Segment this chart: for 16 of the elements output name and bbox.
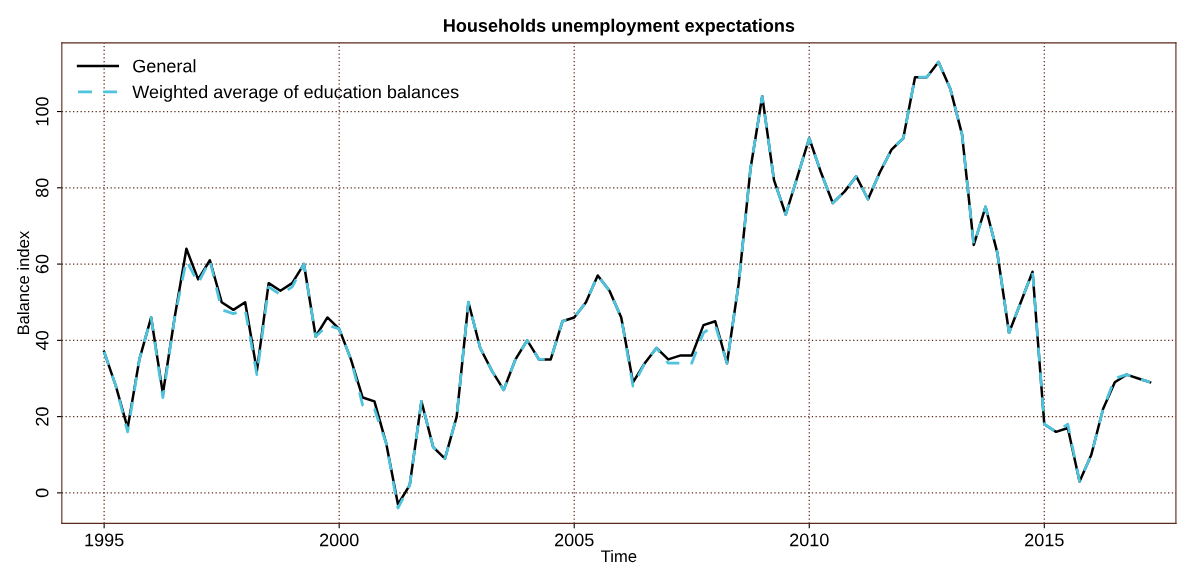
y-tick-label: 80 — [35, 178, 49, 198]
y-tick-label: 40 — [35, 331, 49, 350]
x-tick-label: 2005 — [555, 533, 594, 547]
y-tick-label: 100 — [35, 97, 49, 126]
x-tick-label: 2015 — [1025, 533, 1064, 547]
y-tick-label: 20 — [35, 407, 49, 426]
x-axis-title: Time — [601, 549, 637, 563]
chart-title: Households unemployment expectations — [444, 18, 795, 36]
y-tick-label: 0 — [35, 488, 49, 498]
legend-label: General — [133, 59, 196, 73]
legend-label: Weighted average of education balances — [132, 85, 459, 102]
x-tick-label: 2000 — [320, 533, 359, 547]
y-tick-label: 60 — [35, 254, 49, 274]
x-tick-label: 1995 — [85, 533, 124, 547]
y-axis-title: Balance index — [16, 230, 30, 335]
x-tick-label: 2010 — [790, 533, 829, 547]
